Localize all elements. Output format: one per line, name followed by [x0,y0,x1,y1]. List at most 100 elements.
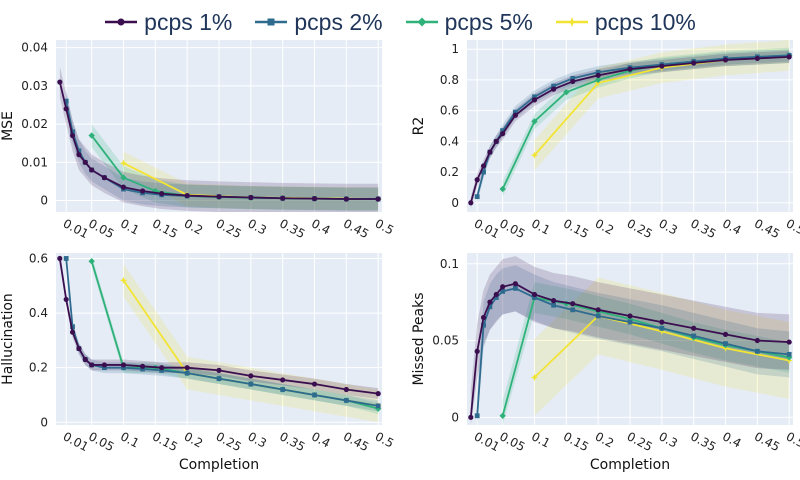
data-point [570,307,576,313]
y-tick-label: 0 [451,410,459,424]
y-tick-label: 0.2 [440,165,459,179]
data-point [69,329,76,335]
data-point [500,131,506,137]
data-point [63,98,69,104]
legend-label: pcps 5% [444,8,533,35]
x-tick-label: 0.25 [625,216,655,241]
legend-label: pcps 10% [594,8,696,35]
x-tick-label: 0.25 [214,216,244,241]
y-tick-label: 0.2 [29,361,48,375]
data-point [481,169,486,175]
data-point [57,79,63,85]
data-point [487,299,493,305]
data-point [722,57,729,63]
x-tick-label: 0.01 [61,216,91,241]
x-tick-label: 0.15 [150,216,180,241]
data-point [551,83,556,89]
x-tick-label: 0.01 [472,216,502,241]
data-point [480,314,487,321]
data-point [119,276,128,284]
data-point [76,345,82,352]
legend-item-pcps-1: pcps 1% [104,9,232,36]
chart-panel-2: 00.20.40.60.810.010.05 0.1 0.15 0.2 0.25 0.3 0… [411,40,800,241]
data-point [691,325,697,331]
confidence-band [91,255,379,415]
x-tick-label: 0.3 [245,216,268,237]
confidence-band [91,124,379,211]
x-axis-label: Completion [179,457,259,473]
data-point [63,296,69,303]
data-point [531,291,538,298]
data-point [63,106,69,112]
data-point [120,362,127,368]
x-tick-label: 0.35 [688,429,718,454]
data-point [474,348,480,354]
y-tick-label: 0.02 [21,117,48,131]
y-tick-label: 0 [451,196,459,210]
data-point [659,319,665,325]
y-tick-label: 0.01 [21,155,48,169]
y-axis-label: MSE [0,111,16,141]
x-tick-label: 0.2 [593,429,616,450]
data-point [722,331,729,337]
confidence-band [59,253,379,400]
data-point [487,149,493,155]
data-point [659,325,665,331]
legend-item-pcps-5: pcps 5% [405,9,533,36]
legend-swatch-pcps-5 [405,17,438,27]
confidence-band [470,256,790,425]
legend-swatch-pcps-2 [255,18,288,26]
x-tick-label: 0.15 [561,216,591,241]
y-tick-label: 0.04 [21,41,48,55]
data-point [88,257,95,265]
data-point [311,196,318,202]
x-tick-label: 0.4 [309,429,332,450]
legend: pcps 1% pcps 2% pcps 5% pcps 10% [0,4,800,40]
series-pcps-1- [468,54,792,206]
x-tick-label: 0.5 [784,429,800,450]
x-tick-label: 0.35 [277,216,307,241]
data-point [493,295,499,300]
data-point [280,387,286,392]
y-tick-label: 0.8 [440,73,459,87]
x-tick-label: 0.1 [118,216,141,237]
x-tick-label: 0.1 [118,429,141,450]
x-tick-label: 0.01 [61,429,91,454]
y-tick-label: 0.05 [432,334,459,348]
data-point [159,365,165,371]
data-point [531,97,538,103]
x-tick-label: 0.25 [214,429,244,454]
y-tick-label: 0 [40,415,48,429]
data-point [786,339,792,345]
data-point [82,356,88,363]
data-point [480,163,487,169]
data-point [280,377,286,383]
y-axis-label: Hallucination [0,293,16,385]
data-point [312,392,317,398]
data-point [550,298,557,304]
data-point [89,167,95,173]
data-point [76,152,82,158]
data-point [512,109,518,115]
legend-label: pcps 1% [144,8,233,35]
data-point [248,194,254,201]
data-point [530,373,539,381]
data-point [754,348,760,354]
y-tick-label: 0.6 [29,251,48,265]
data-point [512,112,518,118]
data-point [786,351,792,357]
data-point [120,184,127,190]
y-axis-label: Missed Peaks [411,292,427,385]
data-point [786,54,792,60]
data-point [69,132,76,139]
data-point [563,89,570,96]
data-point [532,295,537,300]
data-point [375,196,381,202]
legend-swatch-pcps-10 [555,17,588,27]
x-tick-label: 0.05 [497,216,527,241]
data-point [595,313,601,319]
x-tick-label: 0.05 [86,429,116,454]
data-point [120,174,127,181]
chart-panel-3: 00.20.40.60.010.05 0.1 0.15 0.2 0.25 0.3 0.35 0… [0,251,396,473]
data-point [101,365,107,371]
